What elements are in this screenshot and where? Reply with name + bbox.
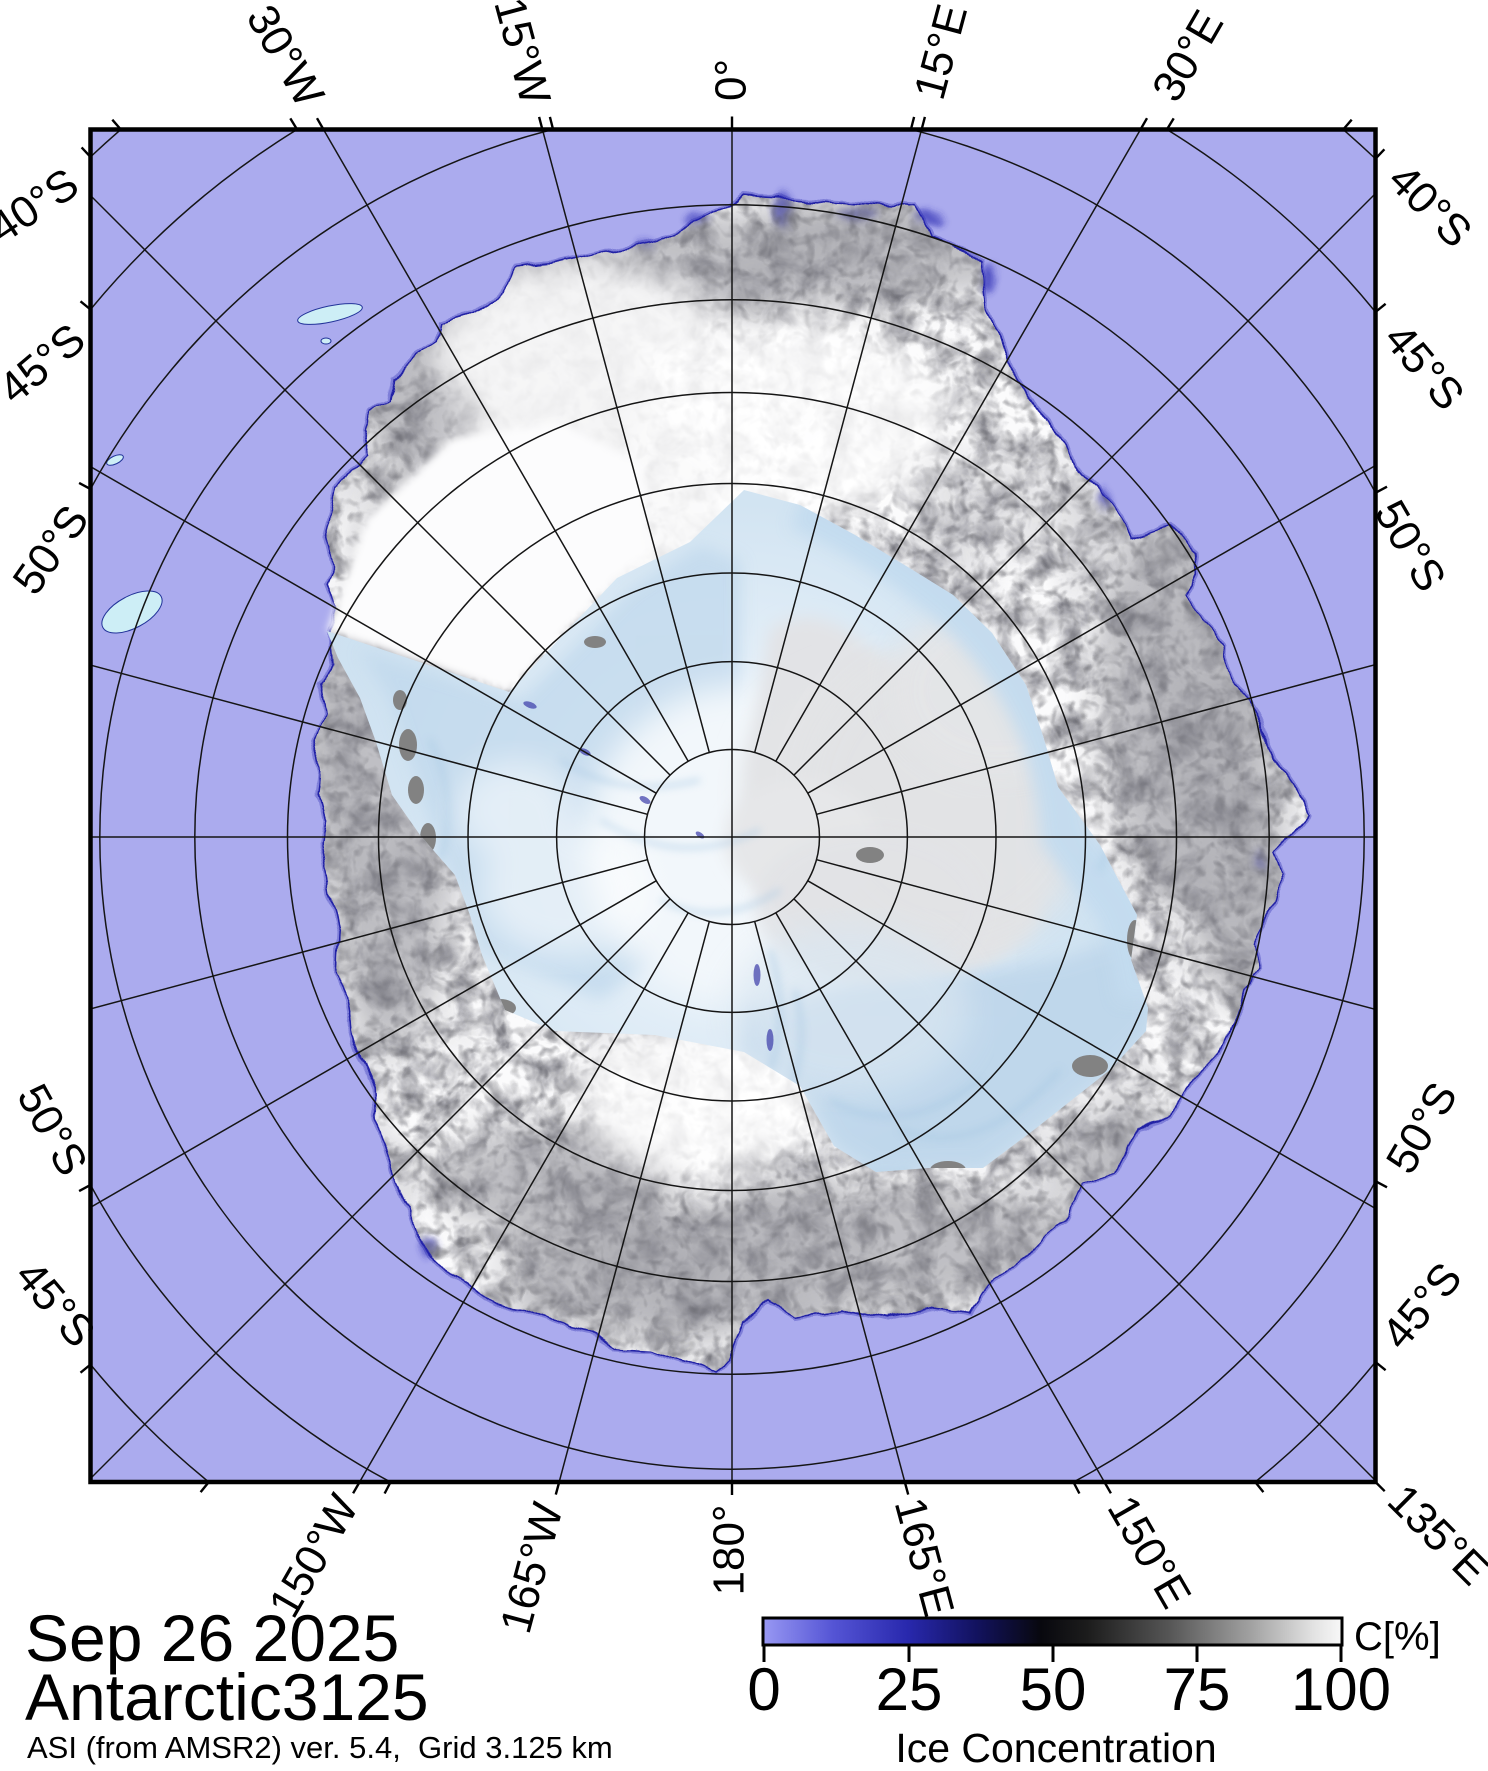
svg-text:25: 25 <box>876 1656 943 1723</box>
svg-text:Antarctic3125: Antarctic3125 <box>25 1660 429 1734</box>
svg-text:0: 0 <box>747 1656 780 1723</box>
svg-text:Ice Concentration: Ice Concentration <box>895 1725 1216 1771</box>
svg-text:75: 75 <box>1164 1656 1231 1723</box>
svg-text:ASI (from AMSR2) ver. 5.4, Gr: ASI (from AMSR2) ver. 5.4, Grid 3.125 km <box>27 1730 613 1765</box>
svg-text:C[%]: C[%] <box>1354 1615 1441 1659</box>
svg-text:100: 100 <box>1291 1656 1391 1723</box>
svg-text:Sep 26 2025: Sep 26 2025 <box>25 1601 399 1675</box>
svg-text:50: 50 <box>1020 1656 1087 1723</box>
svg-text:180°: 180° <box>705 1504 754 1595</box>
svg-text:0°: 0° <box>707 59 756 101</box>
